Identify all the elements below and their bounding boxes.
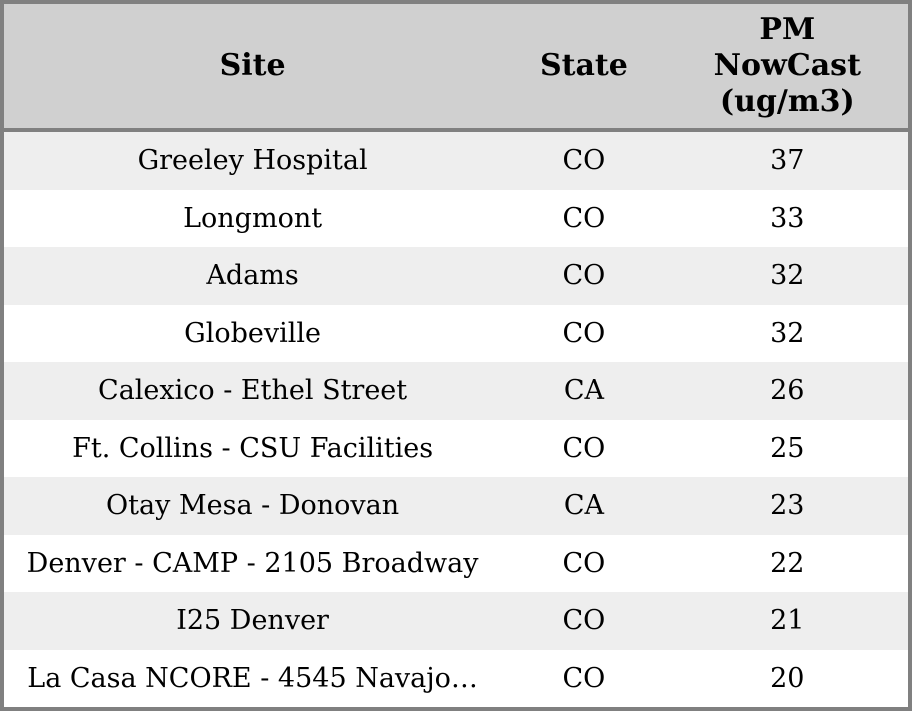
site-cell: Globeville — [184, 317, 322, 349]
table-row: Ft. Collins - CSU Facilities CO 25 — [4, 419, 908, 477]
state-cell: CO — [562, 145, 606, 177]
pm-cell: 32 — [770, 317, 805, 349]
table-row: Globeville CO 32 — [4, 304, 908, 362]
table-row: Adams CO 32 — [4, 247, 908, 305]
state-cell: CO — [562, 605, 606, 637]
pm-cell: 21 — [770, 605, 805, 637]
pm-cell: 26 — [770, 375, 805, 407]
pm-cell: 37 — [770, 145, 805, 177]
table-row: Longmont CO 33 — [4, 189, 908, 247]
pm-cell: 20 — [770, 662, 805, 694]
header-site: Site — [219, 48, 286, 83]
header-pm-nowcast-label: PM NowCast (ug/m3) — [713, 12, 861, 119]
site-cell: Calexico - Ethel Street — [98, 375, 408, 407]
state-cell: CO — [562, 547, 606, 579]
table-row: La Casa NCORE - 4545 Navajo… CO 20 — [4, 649, 908, 707]
table-header-row: Site State PM NowCast (ug/m3) — [4, 4, 908, 132]
state-cell: CA — [563, 490, 604, 522]
site-cell: Longmont — [183, 202, 323, 234]
site-cell: Otay Mesa - Donovan — [106, 490, 400, 522]
table-row: Greeley Hospital CO 37 — [4, 132, 908, 190]
state-cell: CO — [562, 260, 606, 292]
state-cell: CO — [562, 202, 606, 234]
site-cell: I25 Denver — [176, 605, 329, 637]
header-pm-nowcast: PM NowCast (ug/m3) — [667, 12, 908, 120]
pm-cell: 33 — [770, 202, 805, 234]
state-cell: CA — [563, 375, 604, 407]
table-row: Denver - CAMP - 2105 Broadway CO 22 — [4, 534, 908, 592]
site-cell: La Casa NCORE - 4545 Navajo… — [27, 662, 478, 694]
pm-cell: 32 — [770, 260, 805, 292]
pm-cell: 25 — [770, 432, 805, 464]
site-cell: Ft. Collins - CSU Facilities — [72, 432, 434, 464]
state-cell: CO — [562, 662, 606, 694]
state-cell: CO — [562, 432, 606, 464]
pm-cell: 23 — [770, 490, 805, 522]
site-cell: Denver - CAMP - 2105 Broadway — [26, 547, 479, 579]
table-row: Calexico - Ethel Street CA 26 — [4, 362, 908, 420]
table-row: Otay Mesa - Donovan CA 23 — [4, 477, 908, 535]
table-body: Greeley Hospital CO 37 Longmont CO 33 Ad… — [4, 132, 908, 707]
pm-cell: 22 — [770, 547, 805, 579]
site-cell: Greeley Hospital — [137, 145, 368, 177]
header-state: State — [539, 48, 628, 83]
table-row: I25 Denver CO 21 — [4, 592, 908, 650]
site-cell: Adams — [206, 260, 299, 292]
state-cell: CO — [562, 317, 606, 349]
